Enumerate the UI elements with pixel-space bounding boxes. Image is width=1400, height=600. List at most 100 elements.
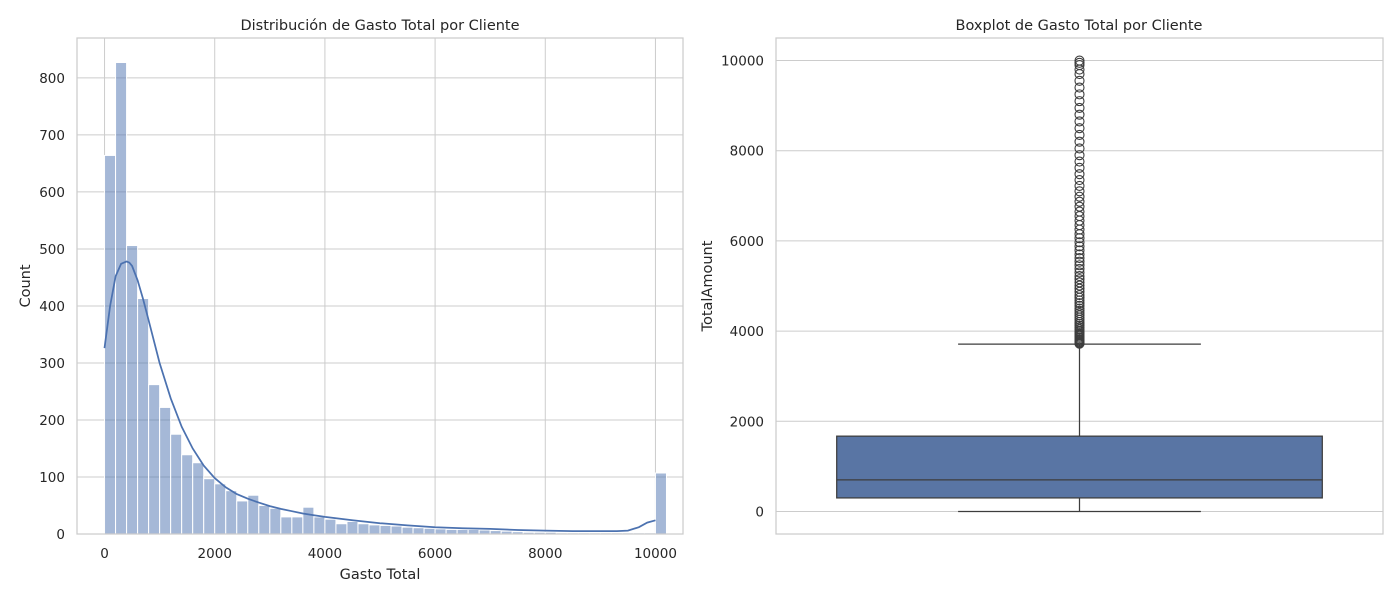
histogram-bar bbox=[203, 478, 216, 535]
boxplot-outlier bbox=[1074, 241, 1085, 252]
boxplot-y-tick-label: 0 bbox=[755, 504, 764, 520]
histogram-bar bbox=[225, 490, 238, 535]
boxplot-outlier bbox=[1074, 245, 1085, 256]
histogram-bar bbox=[159, 406, 172, 535]
boxplot-outlier bbox=[1074, 109, 1085, 120]
boxplot-outlier bbox=[1074, 277, 1085, 288]
boxplot-outlier bbox=[1074, 191, 1085, 202]
boxplot-outlier bbox=[1074, 174, 1085, 186]
histogram-y-tick-label: 700 bbox=[39, 128, 65, 144]
histogram-bar bbox=[104, 154, 117, 535]
histogram-bar bbox=[445, 528, 458, 535]
histogram-x-tick-label: 10000 bbox=[634, 546, 677, 562]
histogram-bar bbox=[467, 528, 480, 535]
boxplot-outlier bbox=[1074, 274, 1085, 285]
boxplot-outlier bbox=[1074, 82, 1085, 93]
histogram-y-tick-label: 0 bbox=[56, 527, 65, 543]
histogram-bar bbox=[137, 298, 150, 535]
histogram-bar bbox=[192, 462, 205, 535]
histogram-bar bbox=[236, 500, 249, 535]
histogram-y-tick-label: 600 bbox=[39, 185, 65, 201]
histogram-bar bbox=[379, 524, 392, 535]
boxplot-panel: 0 2000 4000 6000 8000 10000 Boxplot de Gasto … bbox=[700, 18, 1384, 535]
histogram-bar bbox=[434, 528, 447, 535]
histogram-y-tick-label: 400 bbox=[39, 299, 65, 315]
boxplot-outlier bbox=[1074, 156, 1085, 167]
histogram-bar bbox=[313, 516, 326, 535]
boxplot-outlier bbox=[1074, 116, 1085, 127]
boxplot-outlier bbox=[1074, 75, 1085, 86]
boxplot-outlier bbox=[1074, 102, 1085, 113]
boxplot-outlier bbox=[1074, 298, 1085, 309]
histogram-bar bbox=[357, 523, 370, 535]
boxplot-outlier bbox=[1074, 162, 1085, 173]
histogram-x-tick-label: 2000 bbox=[198, 546, 232, 562]
boxplot-outlier bbox=[1074, 143, 1085, 154]
kde-line bbox=[103, 260, 656, 532]
boxplot-outlier bbox=[1074, 252, 1085, 264]
boxplot-outlier bbox=[1074, 96, 1085, 107]
boxplot-outlier bbox=[1074, 271, 1085, 282]
histogram-bar bbox=[346, 520, 359, 535]
boxplot-outlier bbox=[1074, 249, 1085, 260]
boxplot-outlier bbox=[1074, 263, 1085, 274]
boxplot-outlier bbox=[1074, 89, 1085, 100]
boxplot-outlier bbox=[1074, 150, 1085, 161]
histogram-y-tick-label: 800 bbox=[39, 71, 65, 87]
boxplot-outlier bbox=[1074, 123, 1085, 134]
boxplot-y-axis-label: TotalAmount bbox=[700, 240, 716, 332]
histogram-bar bbox=[368, 524, 381, 535]
histogram-bar bbox=[126, 245, 139, 535]
histogram-bar bbox=[269, 507, 282, 535]
boxplot-outlier bbox=[1074, 55, 1085, 66]
histogram-bar bbox=[148, 384, 161, 535]
histogram-bar bbox=[214, 483, 227, 535]
histogram-x-axis-label: Gasto Total bbox=[340, 567, 421, 583]
boxplot-y-tick-label: 10000 bbox=[721, 54, 764, 70]
boxplot-outlier bbox=[1074, 300, 1085, 311]
histogram-bar bbox=[280, 516, 293, 535]
histogram-x-tick-label: 8000 bbox=[528, 546, 562, 562]
histogram-x-tick-label: 0 bbox=[100, 546, 109, 562]
boxplot-outlier bbox=[1074, 206, 1085, 217]
histogram-bar bbox=[291, 516, 304, 535]
histogram-bar bbox=[258, 504, 271, 535]
histogram-y-tick-label: 100 bbox=[39, 470, 65, 486]
boxplot-outlier bbox=[1074, 169, 1085, 180]
histogram-y-tick-label: 200 bbox=[39, 413, 65, 429]
histogram-bar bbox=[115, 62, 128, 535]
histogram-y-tick-label: 500 bbox=[39, 242, 65, 258]
boxplot-y-tick-label: 8000 bbox=[730, 144, 764, 160]
boxplot-axes-frame bbox=[775, 37, 1384, 535]
histogram-bar bbox=[654, 472, 667, 535]
boxplot-outlier bbox=[1074, 57, 1085, 68]
boxplot-title: Boxplot de Gasto Total por Cliente bbox=[956, 18, 1203, 34]
boxplot-outlier bbox=[1074, 186, 1085, 197]
boxplot-outlier bbox=[1074, 129, 1085, 140]
histogram-bar bbox=[401, 526, 414, 535]
boxplot-y-tick-label: 2000 bbox=[730, 414, 764, 430]
boxplot-outlier bbox=[1074, 136, 1085, 147]
histogram-axes-frame bbox=[76, 37, 684, 535]
boxplot-y-tick-label: 6000 bbox=[730, 234, 764, 250]
histogram-bar bbox=[412, 527, 425, 535]
histogram-bar bbox=[324, 518, 337, 535]
boxplot-outlier bbox=[1074, 237, 1085, 248]
boxplot-outlier bbox=[1074, 201, 1085, 212]
histogram-bar bbox=[423, 527, 436, 535]
boxplot-outlier bbox=[1074, 180, 1085, 191]
histogram-y-tick-label: 300 bbox=[39, 356, 65, 372]
boxplot-outlier bbox=[1074, 303, 1085, 314]
boxplot-outlier bbox=[1074, 260, 1085, 271]
histogram-bar bbox=[335, 523, 348, 535]
histogram-bar bbox=[170, 433, 183, 535]
histogram-bar bbox=[456, 528, 469, 535]
histogram-x-tick-label: 4000 bbox=[308, 546, 342, 562]
histogram-bar bbox=[181, 454, 194, 535]
boxplot-outlier bbox=[1074, 267, 1085, 278]
boxplot-outlier bbox=[1074, 196, 1085, 207]
boxplot-box bbox=[836, 435, 1323, 499]
histogram-title: Distribución de Gasto Total por Cliente bbox=[240, 18, 519, 34]
